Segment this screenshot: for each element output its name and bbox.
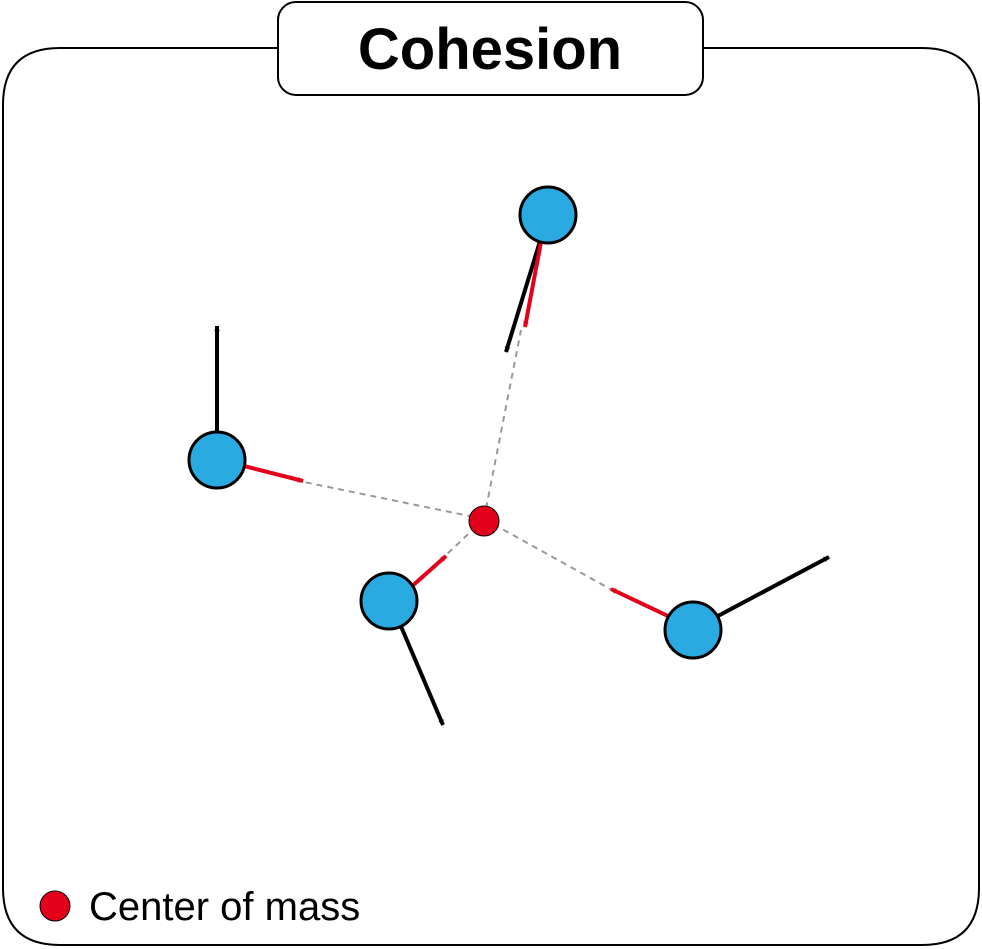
cohesion-arrow-top <box>523 241 543 328</box>
agents <box>187 185 723 660</box>
dashed-line-bottom-left <box>444 518 485 557</box>
center-of-mass-dot <box>468 505 500 537</box>
dashed-line-right <box>483 518 613 591</box>
velocity-arrow-top <box>504 237 543 353</box>
dashed-line-top <box>483 329 522 520</box>
frame-border <box>2 47 980 946</box>
dashed-lines <box>303 329 613 591</box>
legend-marker <box>39 890 71 922</box>
agent-bottom-left <box>359 571 419 631</box>
cohesion-arrow-left <box>243 464 304 483</box>
cohesion-arrow-right <box>610 587 671 619</box>
agent-right <box>663 600 723 660</box>
legend-label: Center of mass <box>89 885 360 929</box>
title-box <box>277 1 704 96</box>
cohesion-arrows <box>243 241 671 619</box>
cohesion-arrow-bottom-left <box>408 554 448 590</box>
legend: Center of mass <box>39 885 360 929</box>
agent-left <box>187 430 247 490</box>
dashed-line-left <box>303 481 485 520</box>
velocity-arrow-bottom-left <box>398 623 445 726</box>
agent-top <box>518 185 578 245</box>
velocity-arrow-right <box>715 555 830 619</box>
diagram-title: Cohesion <box>358 17 622 82</box>
velocity-arrows <box>214 237 830 726</box>
title-tab: Cohesion <box>277 1 704 96</box>
